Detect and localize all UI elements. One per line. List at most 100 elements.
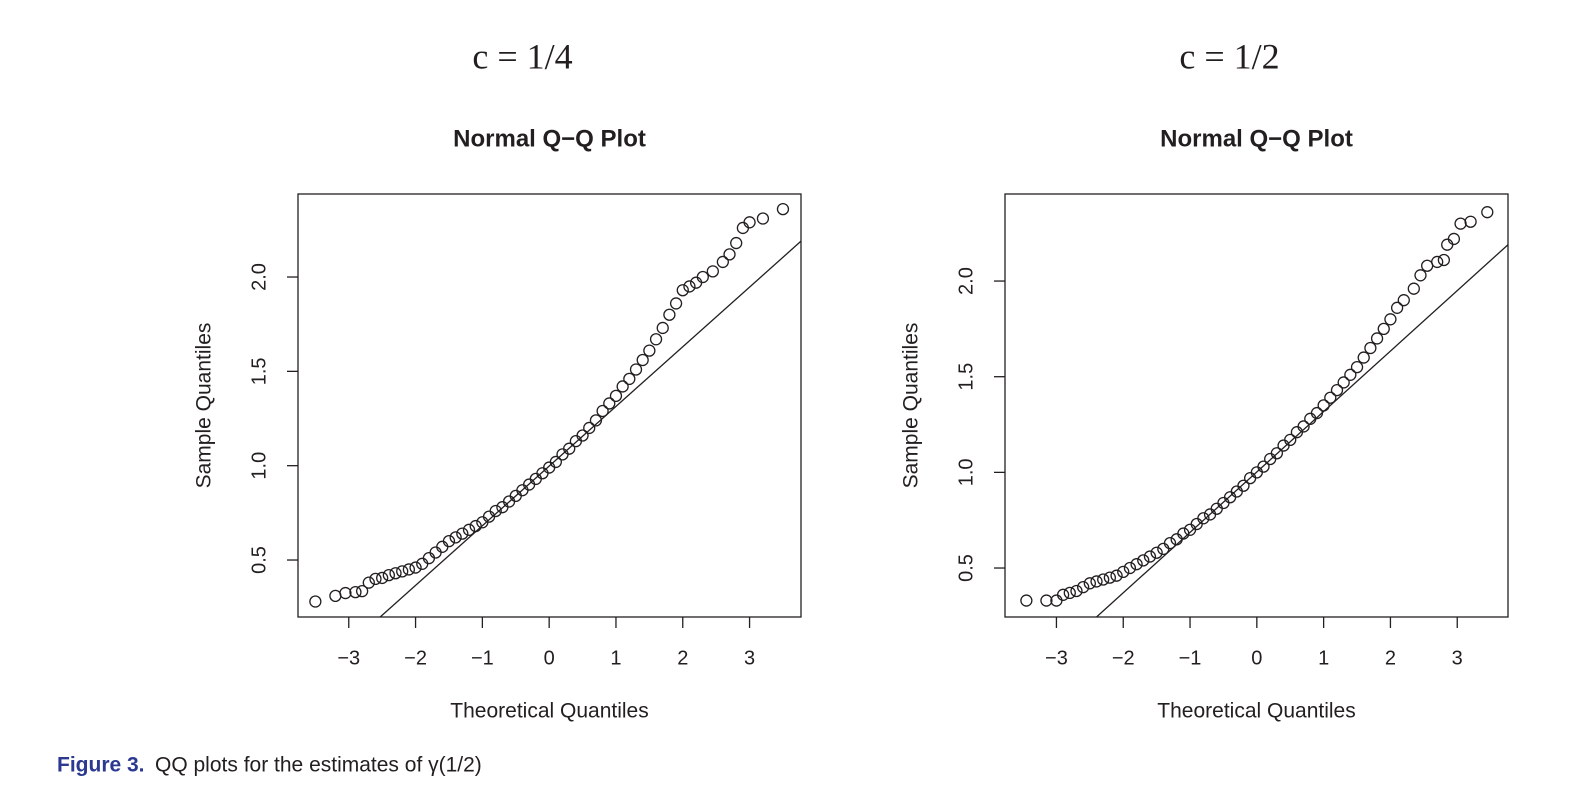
point: [339, 586, 352, 600]
point: [1317, 399, 1330, 412]
point: [1237, 479, 1250, 492]
x-tick-label: 0: [544, 647, 555, 669]
point: [1447, 232, 1461, 246]
point: [429, 546, 442, 559]
point: [583, 421, 596, 435]
point: [1357, 351, 1370, 364]
point: [1150, 546, 1163, 559]
point: [362, 576, 375, 589]
point: [543, 461, 556, 474]
point: [649, 333, 663, 346]
y-tick-label: 1.5: [955, 363, 977, 391]
point: [529, 472, 542, 486]
point: [1370, 332, 1384, 345]
point: [1257, 460, 1270, 473]
point: [376, 571, 389, 585]
caption-label: Figure 3.: [57, 754, 145, 777]
point: [743, 216, 756, 229]
point: [1437, 253, 1451, 267]
point: [1137, 554, 1150, 567]
point: [616, 380, 629, 393]
point: [1264, 452, 1277, 466]
point: [456, 527, 469, 540]
x-tick-label: 1: [610, 647, 621, 669]
point: [1020, 594, 1033, 607]
x-axis-label: Theoretical Quantiles: [1157, 700, 1355, 723]
point: [489, 504, 502, 518]
point: [589, 414, 603, 427]
point: [663, 308, 676, 321]
x-tick-label: −1: [1179, 647, 1202, 669]
point: [1390, 301, 1404, 314]
point: [1454, 217, 1467, 230]
point: [1143, 550, 1157, 563]
point: [676, 284, 689, 297]
point: [629, 363, 643, 376]
point: [389, 567, 402, 580]
y-axis-label: Sample Quantiles: [900, 323, 923, 489]
point: [462, 523, 476, 536]
x-tick-label: 2: [1385, 647, 1396, 669]
point: [603, 397, 616, 410]
point: [449, 531, 462, 544]
x-tick-label: −2: [404, 647, 427, 669]
point: [382, 568, 395, 582]
point: [756, 212, 770, 225]
point: [1090, 575, 1103, 588]
point: [656, 321, 669, 335]
x-tick-label: 2: [677, 647, 688, 669]
reference-line-group: [379, 240, 801, 617]
x-tick-label: −1: [471, 647, 494, 669]
point: [1123, 561, 1137, 575]
point: [1297, 420, 1310, 433]
plot-points: [309, 202, 790, 608]
point: [1190, 517, 1203, 531]
point: [1157, 542, 1170, 556]
point: [536, 467, 549, 480]
y-tick-label: 2.0: [248, 263, 270, 291]
point: [1377, 322, 1390, 336]
x-tick-label: −3: [337, 647, 360, 669]
point: [636, 353, 649, 367]
point: [1344, 368, 1357, 381]
point: [696, 270, 709, 284]
point: [1304, 412, 1317, 425]
chart-title: Normal Q−Q Plot: [1160, 125, 1353, 152]
point: [736, 221, 750, 235]
point: [706, 265, 719, 278]
point: [1337, 376, 1350, 389]
point: [1310, 406, 1324, 420]
point: [1077, 581, 1090, 594]
point: [442, 535, 456, 548]
x-tick-label: −3: [1045, 647, 1068, 669]
point: [1170, 533, 1183, 546]
point: [436, 540, 449, 553]
point: [1097, 573, 1110, 586]
point: [669, 297, 683, 310]
y-axis-label: Sample Quantiles: [193, 323, 216, 489]
point: [1441, 238, 1454, 251]
y-tick-label: 1.0: [955, 458, 977, 486]
point: [402, 563, 416, 576]
point: [623, 372, 636, 386]
point: [1103, 571, 1117, 584]
point: [355, 585, 369, 598]
point: [1223, 491, 1237, 504]
y-tick-label: 1.0: [248, 452, 270, 480]
x-tick-label: 0: [1251, 647, 1262, 669]
point: [1330, 383, 1344, 397]
point: [1397, 294, 1410, 307]
point: [329, 589, 342, 603]
point: [596, 404, 609, 418]
point: [1117, 565, 1130, 578]
qq-reference-line: [379, 240, 801, 617]
x-tick-label: −2: [1112, 647, 1135, 669]
point: [1110, 569, 1123, 582]
y-tick-label: 1.5: [248, 357, 270, 385]
point: [1350, 360, 1364, 374]
point: [1431, 255, 1444, 269]
point: [1163, 537, 1177, 550]
point: [643, 344, 656, 357]
y-tick-label: 0.5: [248, 546, 270, 574]
